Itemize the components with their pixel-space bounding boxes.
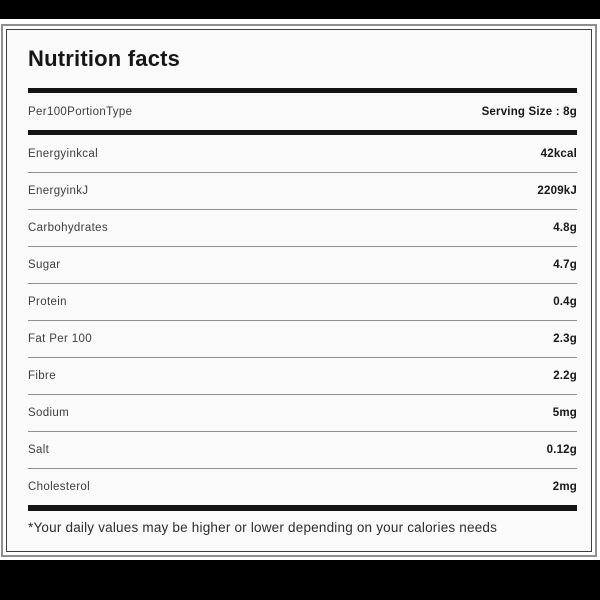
nutrient-label: Energyinkcal — [28, 147, 99, 160]
thick-divider-top — [28, 88, 577, 93]
thick-divider-serving — [28, 130, 577, 135]
nutrient-row: Sugar 4.7g — [28, 246, 577, 283]
nutrient-rows: Energyinkcal 42kcal EnergyinkJ 2209kJ Ca… — [28, 135, 577, 505]
nutrient-value: 2mg — [552, 481, 577, 493]
nutrient-row: Carbohydrates 4.8g — [28, 209, 577, 246]
serving-size-row: Per100PortionType Serving Size : 8g — [28, 93, 577, 130]
serving-size-label: Per100PortionType — [28, 105, 133, 118]
nutrient-row: Sodium 5mg — [28, 394, 577, 431]
nutrient-row: Fat Per 100 2.3g — [28, 320, 577, 357]
nutrient-label: Protein — [28, 296, 67, 308]
panel-header: Nutrition facts — [28, 30, 577, 88]
nutrient-value: 42kcal — [540, 147, 577, 160]
nutrient-value: 2.3g — [553, 333, 577, 345]
daily-values-footnote: *Your daily values may be higher or lowe… — [28, 520, 498, 535]
nutrient-label: Fibre — [28, 370, 56, 382]
nutrient-label: EnergyinkJ — [28, 185, 89, 197]
nutrient-value: 4.7g — [553, 259, 577, 271]
thick-divider-bottom — [28, 505, 577, 511]
nutrient-label: Fat Per 100 — [28, 333, 92, 345]
nutrient-label: Salt — [28, 444, 50, 456]
nutrient-row: Energyinkcal 42kcal — [28, 135, 577, 172]
nutrition-facts-panel: Nutrition facts Per100PortionType Servin… — [6, 29, 592, 552]
nutrient-value: 2209kJ — [537, 185, 577, 197]
nutrient-label: Sugar — [28, 259, 61, 271]
nutrient-row: Fibre 2.2g — [28, 357, 577, 394]
nutrient-label: Sodium — [28, 407, 70, 419]
panel-title: Nutrition facts — [28, 46, 181, 71]
nutrient-label: Carbohydrates — [28, 222, 108, 234]
nutrient-label: Cholesterol — [28, 481, 91, 493]
nutrient-value: 4.8g — [553, 222, 577, 234]
nutrient-value: 5mg — [552, 407, 577, 419]
nutrient-row: Salt 0.12g — [28, 431, 577, 468]
nutrient-row: Protein 0.4g — [28, 283, 577, 320]
nutrient-value: 2.2g — [553, 370, 577, 382]
nutrient-row: EnergyinkJ 2209kJ — [28, 172, 577, 209]
nutrient-value: 0.4g — [553, 296, 577, 308]
nutrient-row: Cholesterol 2mg — [28, 468, 577, 505]
nutrient-value: 0.12g — [546, 444, 577, 456]
serving-size-value: Serving Size : 8g — [481, 105, 577, 118]
